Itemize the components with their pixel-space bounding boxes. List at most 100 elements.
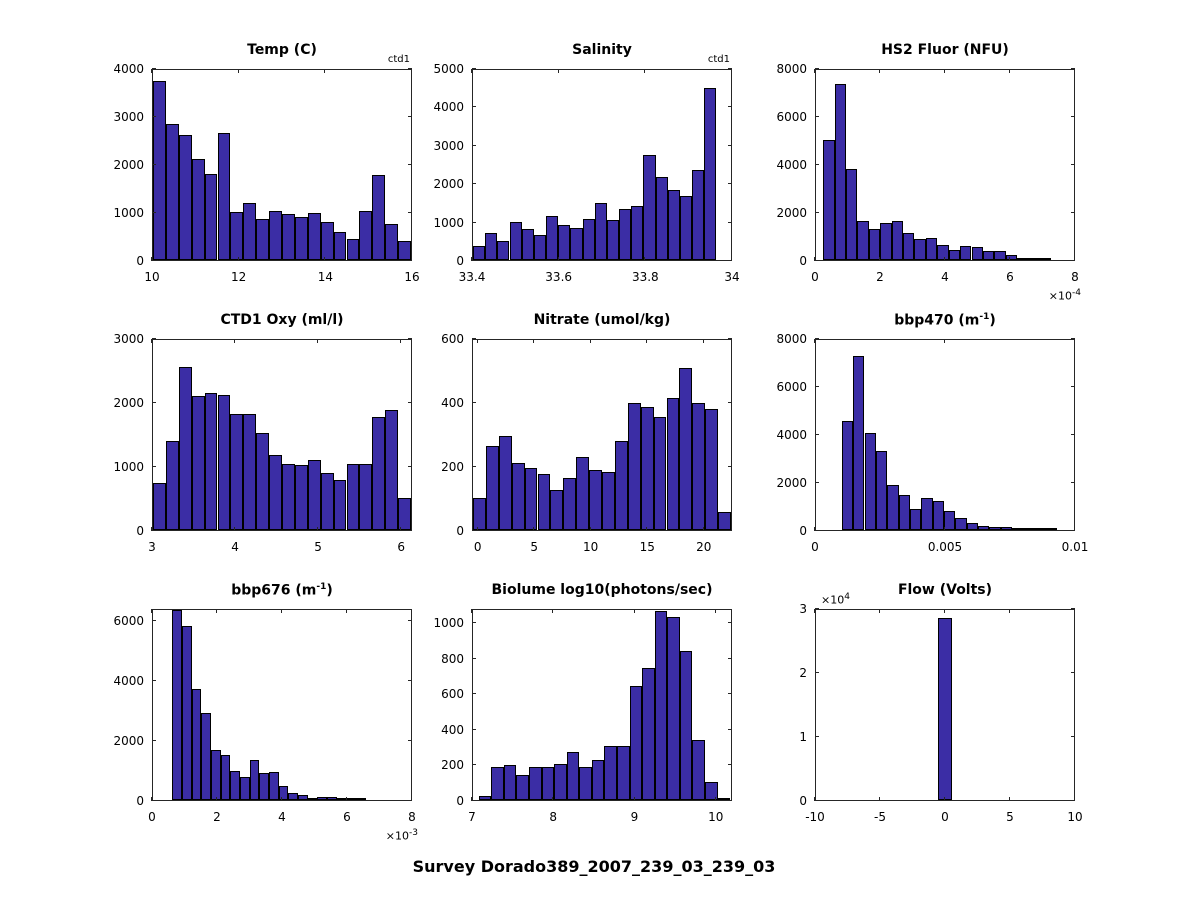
histogram-bar	[591, 759, 605, 800]
x-tickmark	[644, 69, 646, 73]
y-tick-label: 400	[441, 396, 464, 410]
histogram-bar	[204, 393, 218, 530]
x-tick-label: 5	[314, 540, 322, 554]
histogram-bar	[1017, 258, 1029, 260]
histogram-bar	[1040, 258, 1052, 260]
y-tick-label: 6000	[113, 614, 144, 628]
y-tickmark	[472, 401, 476, 403]
y-axis-exponent: ×104	[821, 592, 850, 607]
subplot-hs2-fluor: 0 2 4 6 8 0 2000 4000 6000 8000 HS2 Fluor (NFU) ×10…	[776, 42, 1081, 303]
x-tickmark	[411, 257, 412, 261]
x-tick-label: 5	[530, 540, 538, 554]
histogram-bar	[655, 177, 668, 260]
y-tick-label: 800	[441, 651, 464, 666]
x-tickmark	[471, 69, 472, 73]
histogram-bar	[533, 234, 546, 260]
histogram-bar	[640, 407, 654, 530]
histogram-bar	[307, 213, 321, 260]
axes-annotation: ctd1	[707, 54, 730, 65]
y-tick-label: 5000	[433, 62, 464, 76]
histogram-bar	[960, 245, 972, 260]
histogram-bar	[346, 239, 360, 260]
y-tick-label: 2	[799, 666, 807, 680]
histogram-bar	[516, 775, 529, 800]
x-tickmark	[1009, 797, 1010, 801]
x-tick-label: 0	[941, 810, 949, 824]
histogram-bar	[589, 469, 602, 530]
x-tick-label: 0	[811, 540, 819, 554]
x-tick-label: 14	[317, 270, 333, 284]
x-tickmark	[1074, 609, 1075, 613]
plot-area	[473, 610, 731, 800]
x-tick-label: 5	[1006, 810, 1014, 824]
histogram-bar	[524, 467, 538, 530]
histogram-bar	[201, 713, 212, 800]
x-tickmark	[1074, 797, 1075, 801]
x-tickmark	[346, 797, 347, 801]
x-tickmark	[1009, 69, 1010, 73]
y-tickmark	[1071, 260, 1075, 261]
y-tickmark	[472, 622, 476, 624]
histogram-bar	[666, 397, 680, 530]
y-tickmark	[1071, 434, 1075, 435]
histogram-bar	[153, 80, 166, 260]
histogram-bar	[259, 772, 270, 800]
y-tickmark	[408, 212, 412, 213]
y-tickmark	[472, 183, 476, 185]
subplot-title: CTD1 Oxy (ml/l)	[220, 312, 344, 328]
histogram-bar	[307, 459, 321, 530]
y-tick-label: 6000	[776, 110, 807, 124]
histogram-bar	[356, 798, 366, 800]
x-tickmark	[944, 257, 945, 261]
histogram-bar	[473, 245, 486, 260]
histogram-bar	[1023, 527, 1035, 530]
y-tick-label: 0	[136, 254, 144, 268]
y-tickmark	[728, 183, 732, 185]
histogram-bar	[498, 435, 512, 530]
histogram-bar	[914, 239, 926, 260]
y-tickmark	[408, 680, 412, 681]
histogram-bar	[692, 403, 706, 530]
y-tickmark	[728, 106, 732, 108]
x-tickmark	[552, 609, 554, 613]
x-tick-label: 2	[213, 810, 221, 824]
histogram-bar	[948, 249, 961, 260]
x-tickmark	[1009, 609, 1010, 613]
histogram-bar	[153, 482, 166, 530]
histogram-bar	[667, 190, 680, 260]
x-tick-label: 9	[630, 810, 639, 824]
x-tick-label: 33.8	[631, 270, 659, 284]
histogram-bar	[994, 250, 1006, 260]
y-tick-label: 1000	[113, 206, 144, 220]
y-tickmark	[815, 386, 819, 387]
x-tickmark	[281, 609, 282, 613]
y-tickmark	[408, 401, 412, 403]
histogram-bar	[955, 518, 967, 530]
x-tick-label: 10	[1067, 810, 1083, 824]
y-tickmark	[472, 260, 476, 261]
histogram-bar	[629, 685, 643, 800]
y-tickmark	[152, 164, 156, 165]
y-tickmark	[408, 164, 412, 165]
histogram-bar	[614, 441, 628, 530]
y-tickmark	[408, 620, 412, 621]
y-tickmark	[815, 735, 819, 737]
y-tick-label: 2000	[113, 158, 144, 172]
y-tickmark	[152, 680, 156, 681]
x-tick-label: 4	[941, 270, 949, 284]
histogram-bar	[182, 626, 192, 800]
histogram-bar	[563, 477, 577, 530]
histogram-bar	[485, 446, 499, 530]
histogram-bar	[211, 750, 221, 800]
y-tickmark	[1071, 482, 1075, 483]
histogram-bar	[165, 441, 179, 530]
histogram-bar	[925, 237, 938, 260]
x-axis-exponent: ×10-3	[385, 828, 418, 843]
x-tickmark	[346, 609, 347, 613]
y-tickmark	[472, 338, 476, 339]
histogram-bar	[619, 209, 632, 260]
y-tickmark	[815, 116, 819, 117]
histogram-bar	[509, 222, 522, 260]
x-tick-label: 4	[278, 810, 286, 824]
